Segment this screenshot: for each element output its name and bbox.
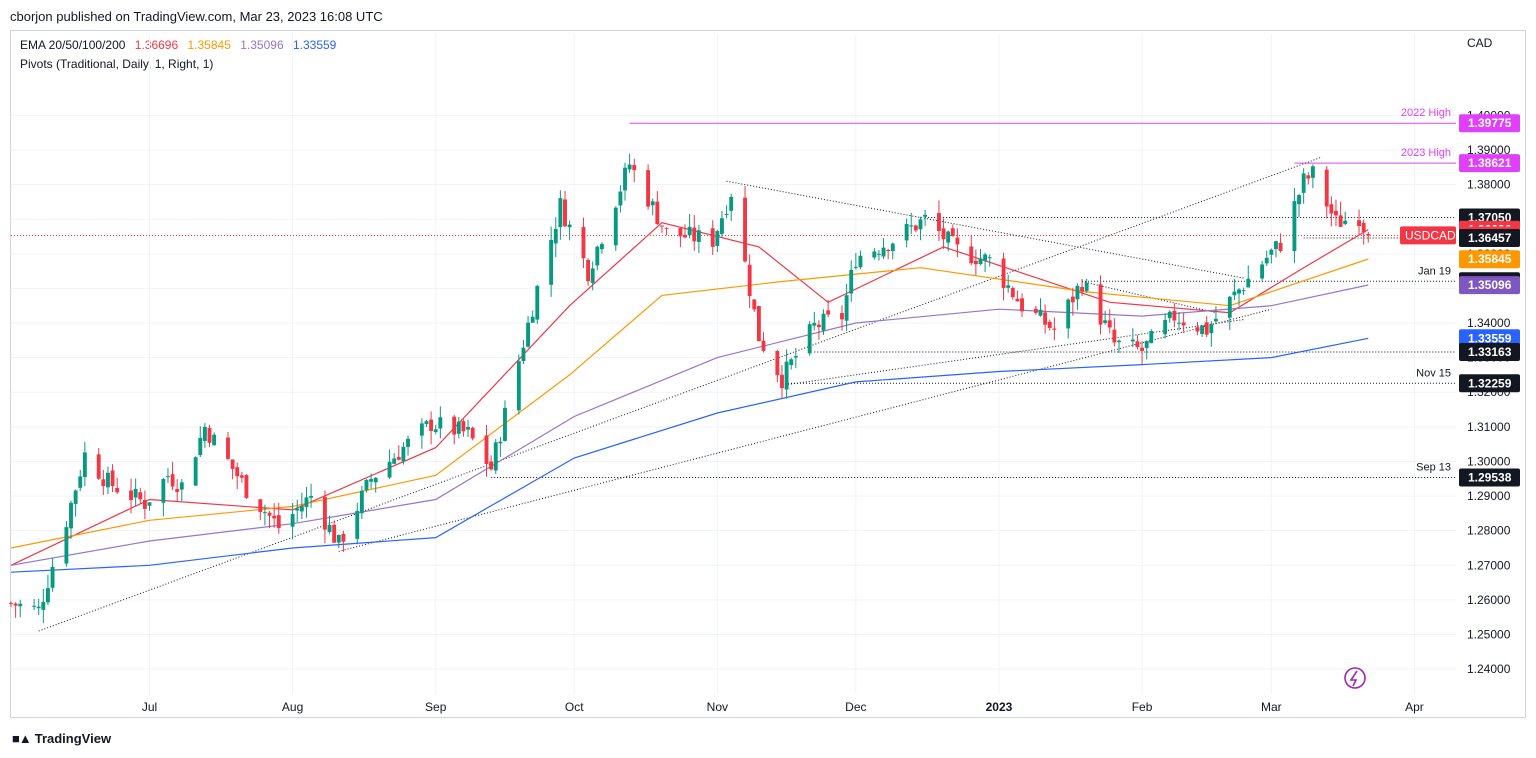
ema200-value: 1.33559 [292, 38, 337, 52]
pivots-legend: Pivots (Traditional, Daily, 1, Right, 1) [20, 57, 214, 71]
ema20-value: 1.36696 [134, 38, 179, 52]
tradingview-logo[interactable]: ■▲ TradingView [12, 731, 111, 746]
ema-legend: EMA 20/50/100/200 1.36696 1.35845 1.3509… [20, 38, 336, 52]
tradingview-logo-icon: ■▲ [12, 731, 32, 746]
tradingview-brand: TradingView [34, 731, 112, 746]
ema100-value: 1.35096 [240, 38, 284, 52]
chart-frame [10, 30, 1526, 718]
publish-header: cborjon published on TradingView.com, Ma… [10, 9, 383, 24]
ema50-value: 1.35845 [187, 38, 231, 52]
ema-legend-label: EMA 20/50/100/200 [20, 38, 126, 52]
